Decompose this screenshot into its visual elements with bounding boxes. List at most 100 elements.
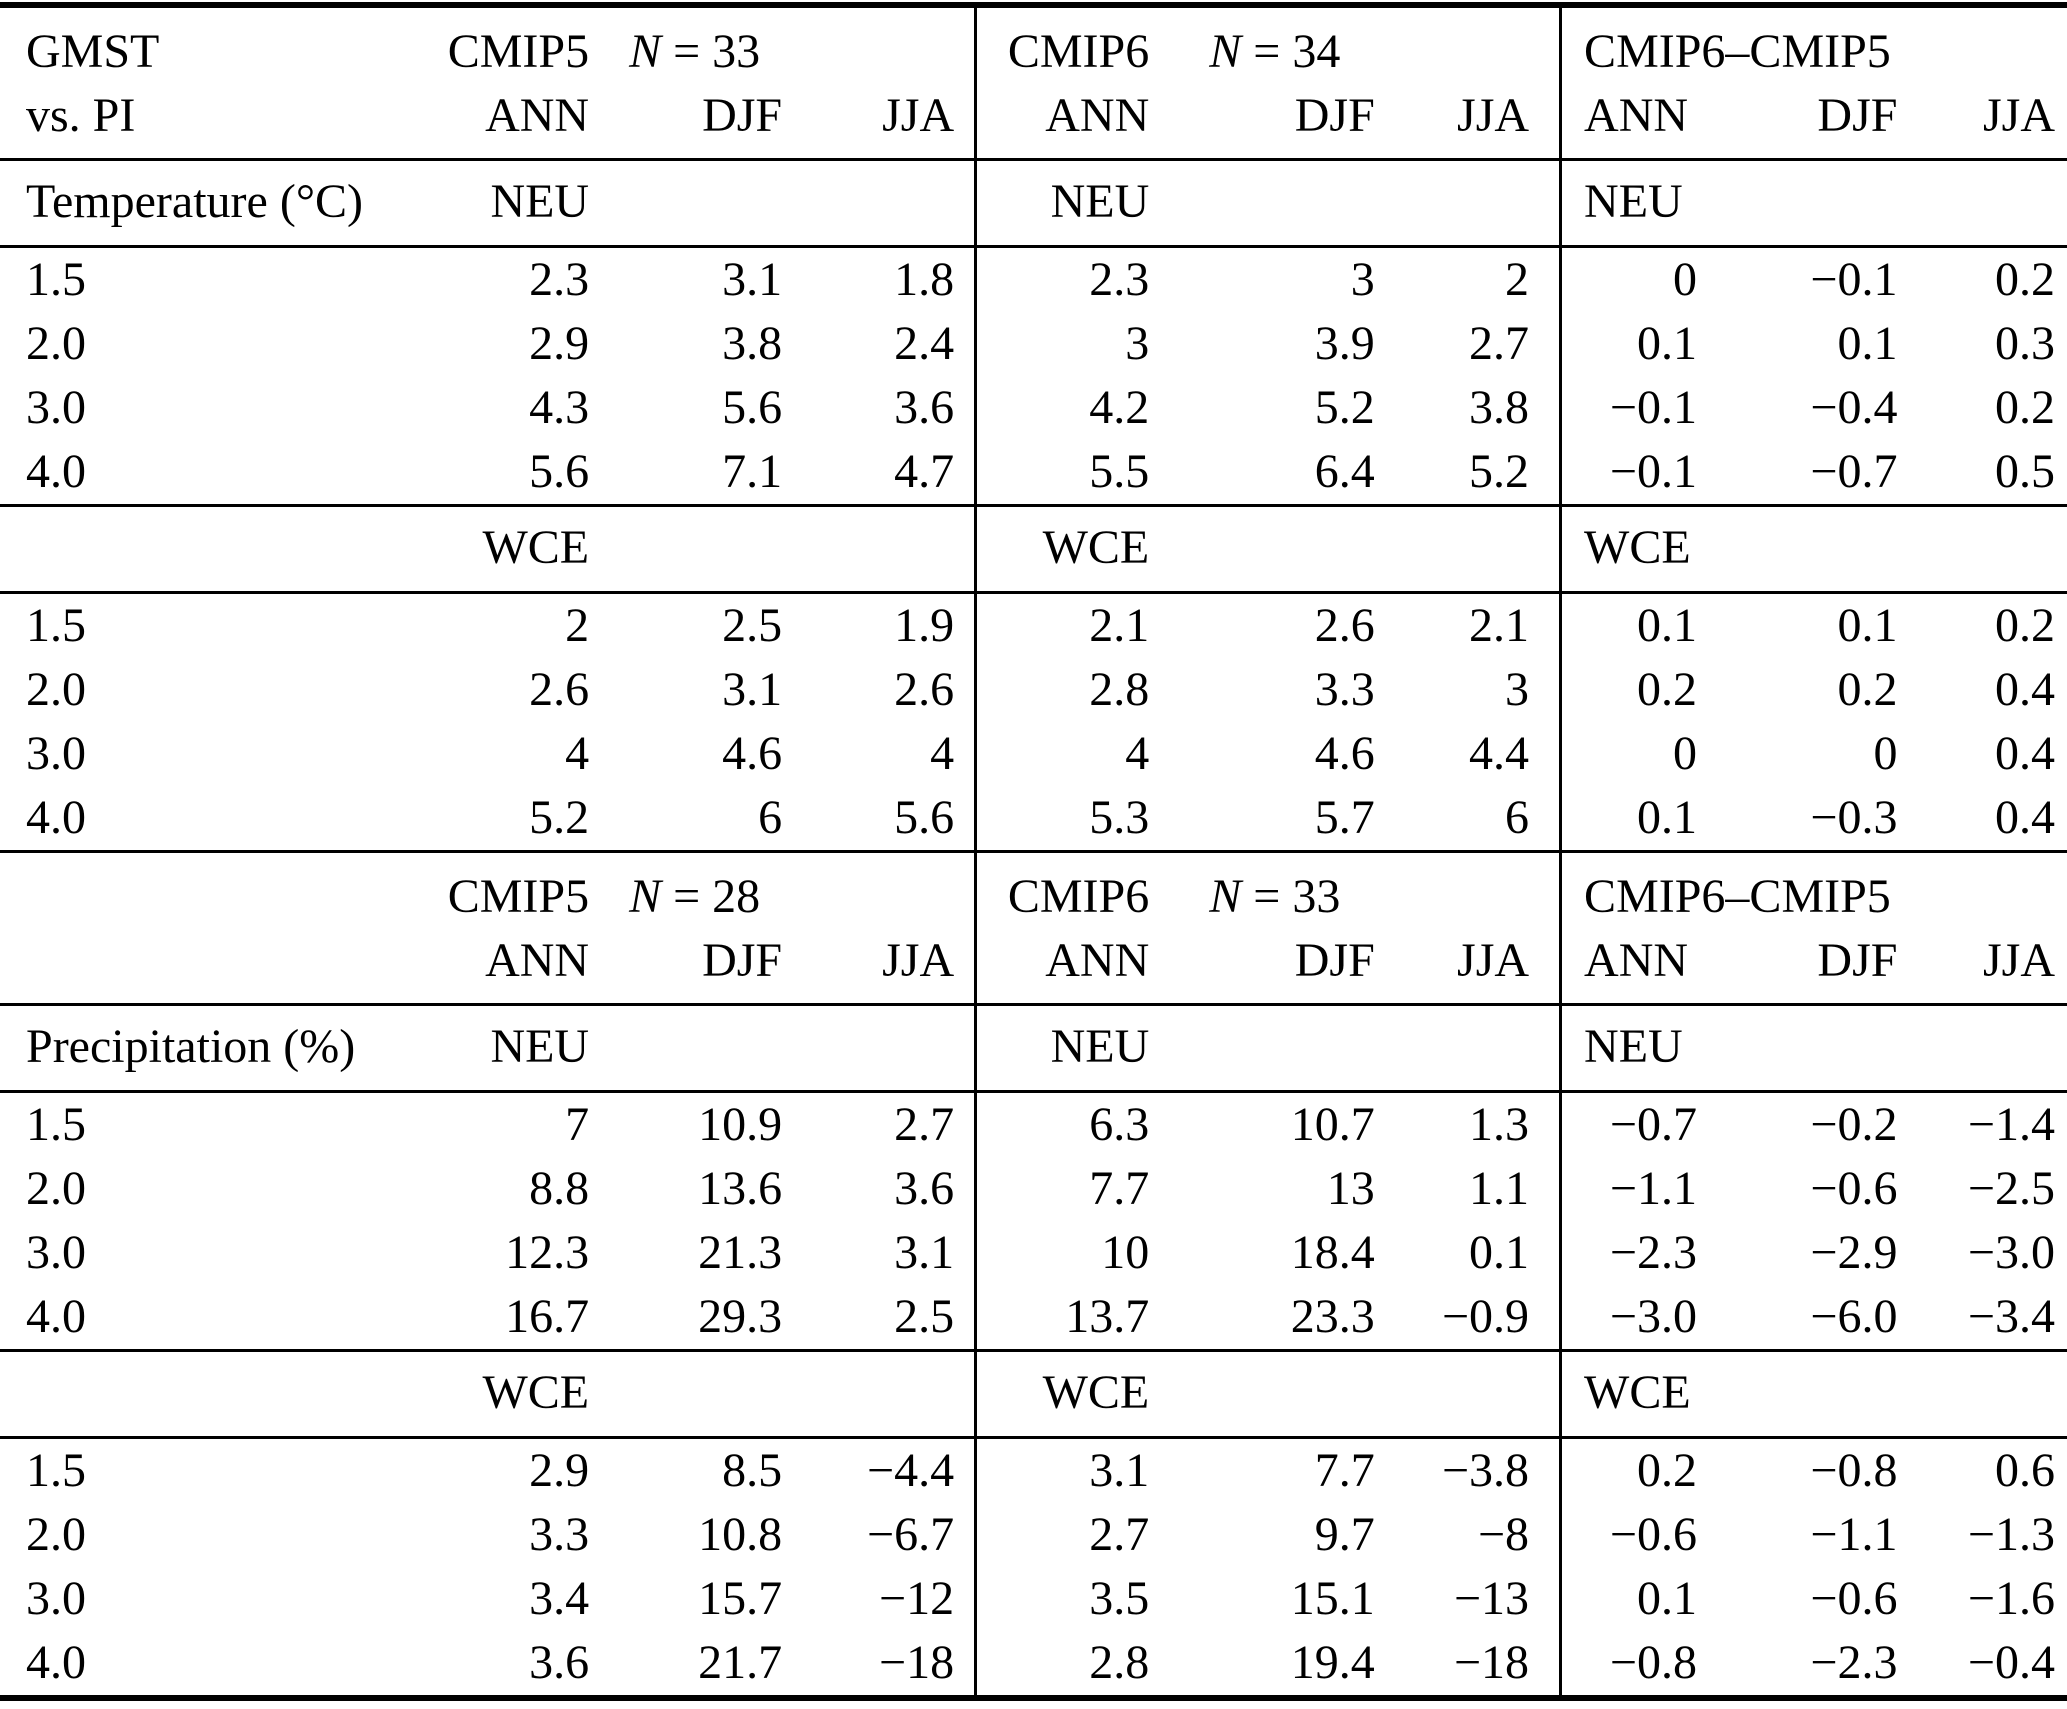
cell-value: −6.0 bbox=[1696, 1285, 1898, 1352]
gmst-row-label: 3.0 bbox=[26, 1226, 86, 1279]
cell-value: 2.5 bbox=[806, 1285, 976, 1352]
cell-value: −3.0 bbox=[1559, 1285, 1697, 1352]
season-header: DJF bbox=[589, 929, 807, 1006]
cell-value: −0.9 bbox=[1382, 1285, 1561, 1352]
region-label: WCE bbox=[1559, 1350, 2067, 1439]
region-label: WCE bbox=[444, 1350, 590, 1439]
season-header: DJF bbox=[1149, 929, 1383, 1006]
cell-value: −0.4 bbox=[1810, 381, 1898, 434]
model-label: CMIP6 bbox=[974, 5, 1150, 84]
cell-value: 7 bbox=[565, 1098, 590, 1151]
cell-value: 3.6 bbox=[444, 1631, 590, 1700]
cell-value: 2.5 bbox=[722, 599, 783, 652]
model-count: N = 34 bbox=[1149, 5, 1560, 84]
season-header: ANN bbox=[444, 929, 590, 1006]
season-header: JJA bbox=[1897, 84, 2067, 161]
season-header: DJF bbox=[1696, 84, 1898, 161]
model-count: N = 33 bbox=[589, 5, 976, 84]
cell-value: 2.9 bbox=[529, 317, 590, 370]
cell-value: 7.1 bbox=[589, 440, 807, 507]
cell-value: −0.2 bbox=[1810, 1098, 1898, 1151]
cell-value: 3.6 bbox=[894, 1162, 955, 1215]
season-header: JJA bbox=[806, 84, 976, 161]
cell-value: −3.8 bbox=[1441, 1444, 1530, 1497]
n-value: = 33 bbox=[661, 25, 761, 78]
cell-value: 4.4 bbox=[1469, 727, 1530, 780]
empty-cell bbox=[806, 505, 976, 594]
cell-value: 3.9 bbox=[1314, 317, 1375, 370]
cell-value: 3.3 bbox=[1314, 663, 1375, 716]
cell-value: 0.4 bbox=[1995, 727, 2055, 780]
cell-value: 10.7 bbox=[1290, 1098, 1375, 1151]
cell-value: 15.1 bbox=[1290, 1572, 1375, 1625]
cell-value: −1.4 bbox=[1967, 1098, 2055, 1151]
cell-value: 2.6 bbox=[894, 663, 955, 716]
metric-empty bbox=[0, 505, 445, 594]
gmst-row-label: 4.0 bbox=[0, 440, 445, 507]
cell-value: 6 bbox=[1382, 786, 1561, 853]
cell-value: 3 bbox=[1350, 253, 1375, 306]
region-label: NEU bbox=[974, 1004, 1150, 1093]
cell-value: 4 bbox=[974, 722, 1150, 786]
region-label: NEU bbox=[1559, 1004, 2067, 1093]
n-symbol: N bbox=[1209, 870, 1242, 923]
gmst-row-label: 3.0 bbox=[26, 381, 86, 434]
cell-value: 0 bbox=[1559, 246, 1697, 312]
cell-value: −1.6 bbox=[1967, 1572, 2055, 1625]
cell-value: −0.1 bbox=[1559, 440, 1697, 507]
season-header: ANN bbox=[1559, 929, 1697, 1006]
cell-value: 2.8 bbox=[974, 1631, 1150, 1700]
model-count: N = 33 bbox=[1149, 852, 1560, 930]
cell-value: 8.5 bbox=[722, 1444, 783, 1497]
metric-label: Temperature (°C) bbox=[0, 159, 445, 248]
cell-value: 5.5 bbox=[974, 440, 1150, 507]
cell-value: −1.1 bbox=[1810, 1508, 1898, 1561]
cell-value: 21.3 bbox=[698, 1226, 783, 1279]
cell-value: 7.7 bbox=[1314, 1444, 1375, 1497]
n-symbol: N bbox=[1209, 25, 1242, 78]
cell-value: 1.9 bbox=[894, 599, 955, 652]
cell-value: 0 bbox=[1873, 727, 1898, 780]
empty-cell bbox=[589, 159, 807, 248]
cell-value: 0.4 bbox=[1897, 786, 2067, 853]
empty-cell bbox=[1149, 505, 1383, 594]
empty-cell bbox=[806, 1004, 976, 1093]
season-header: ANN bbox=[444, 84, 590, 161]
empty-cell bbox=[1149, 1004, 1383, 1093]
cell-value: −0.1 bbox=[1559, 376, 1697, 440]
empty-cell bbox=[589, 1350, 807, 1439]
cell-value: 2.7 bbox=[974, 1503, 1150, 1567]
cell-value: 6 bbox=[589, 786, 807, 853]
season-header: DJF bbox=[1149, 84, 1383, 161]
region-label: WCE bbox=[974, 505, 1150, 594]
cell-value: 19.4 bbox=[1149, 1631, 1383, 1700]
region-label: WCE bbox=[1559, 505, 2067, 594]
metric-empty bbox=[0, 1350, 445, 1439]
cell-value: 2.9 bbox=[529, 1444, 590, 1497]
cell-value: 3.8 bbox=[1469, 381, 1530, 434]
cell-value: −18 bbox=[1382, 1631, 1561, 1700]
gmst-row-label: 2.0 bbox=[26, 663, 86, 716]
cell-value: 2.8 bbox=[974, 658, 1150, 722]
cell-value: 2.7 bbox=[1469, 317, 1530, 370]
cell-value: 2.3 bbox=[529, 253, 590, 306]
cell-value: −0.6 bbox=[1810, 1162, 1898, 1215]
empty-cell bbox=[1149, 159, 1383, 248]
n-value: = 33 bbox=[1241, 870, 1341, 923]
gmst-row-label: 2.0 bbox=[26, 1162, 86, 1215]
cell-value: −0.8 bbox=[1559, 1631, 1697, 1700]
cell-value: −4.4 bbox=[867, 1444, 955, 1497]
cell-value: −1.3 bbox=[1967, 1508, 2055, 1561]
metric-label: Precipitation (%) bbox=[0, 1004, 445, 1093]
cell-value: 10.9 bbox=[698, 1098, 783, 1151]
cell-value: 3.1 bbox=[722, 253, 783, 306]
gmst-row-label: 3.0 bbox=[26, 1572, 86, 1625]
cell-value: 29.3 bbox=[589, 1285, 807, 1352]
region-label: WCE bbox=[444, 505, 590, 594]
gmst-row-label: 1.5 bbox=[26, 1098, 86, 1151]
n-symbol: N bbox=[629, 870, 662, 923]
cell-value: 0.2 bbox=[1995, 599, 2055, 652]
cell-value: 5.6 bbox=[722, 381, 783, 434]
cell-value: −13 bbox=[1453, 1572, 1530, 1625]
cell-value: 4.6 bbox=[722, 727, 783, 780]
